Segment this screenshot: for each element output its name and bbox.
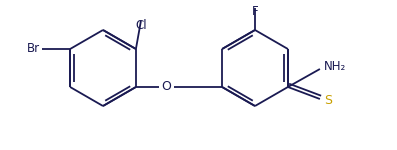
Text: Cl: Cl — [135, 19, 147, 32]
Text: NH₂: NH₂ — [324, 60, 346, 74]
Text: Br: Br — [27, 42, 40, 56]
Text: S: S — [324, 94, 332, 108]
Text: O: O — [161, 81, 171, 93]
Text: F: F — [252, 5, 258, 18]
